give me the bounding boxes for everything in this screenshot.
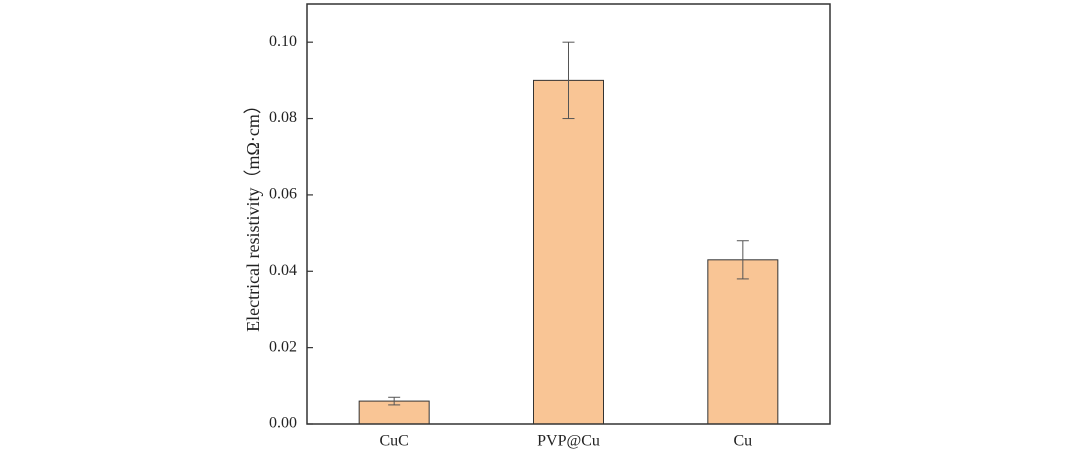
y-tick-label: 0.02	[269, 338, 297, 355]
x-tick-label: PVP@Cu	[537, 433, 600, 450]
y-tick-label: 0.04	[269, 262, 297, 279]
bar	[533, 79, 604, 425]
x-tick-label: CuC	[379, 433, 408, 450]
plot-frame	[306, 3, 831, 425]
y-tick-label: 0.10	[269, 33, 297, 50]
y-tick-label: 0.08	[269, 109, 297, 126]
bar	[707, 259, 779, 425]
x-tick-label: Cu	[733, 433, 752, 450]
error-bar	[388, 396, 401, 406]
y-axis-label: Electrical resistivity（mΩ·cm）	[243, 96, 263, 332]
error-bar	[562, 41, 575, 120]
error-bar	[736, 240, 749, 280]
y-tick-label: 0.06	[269, 186, 297, 203]
y-tick-label: 0.00	[269, 415, 297, 432]
